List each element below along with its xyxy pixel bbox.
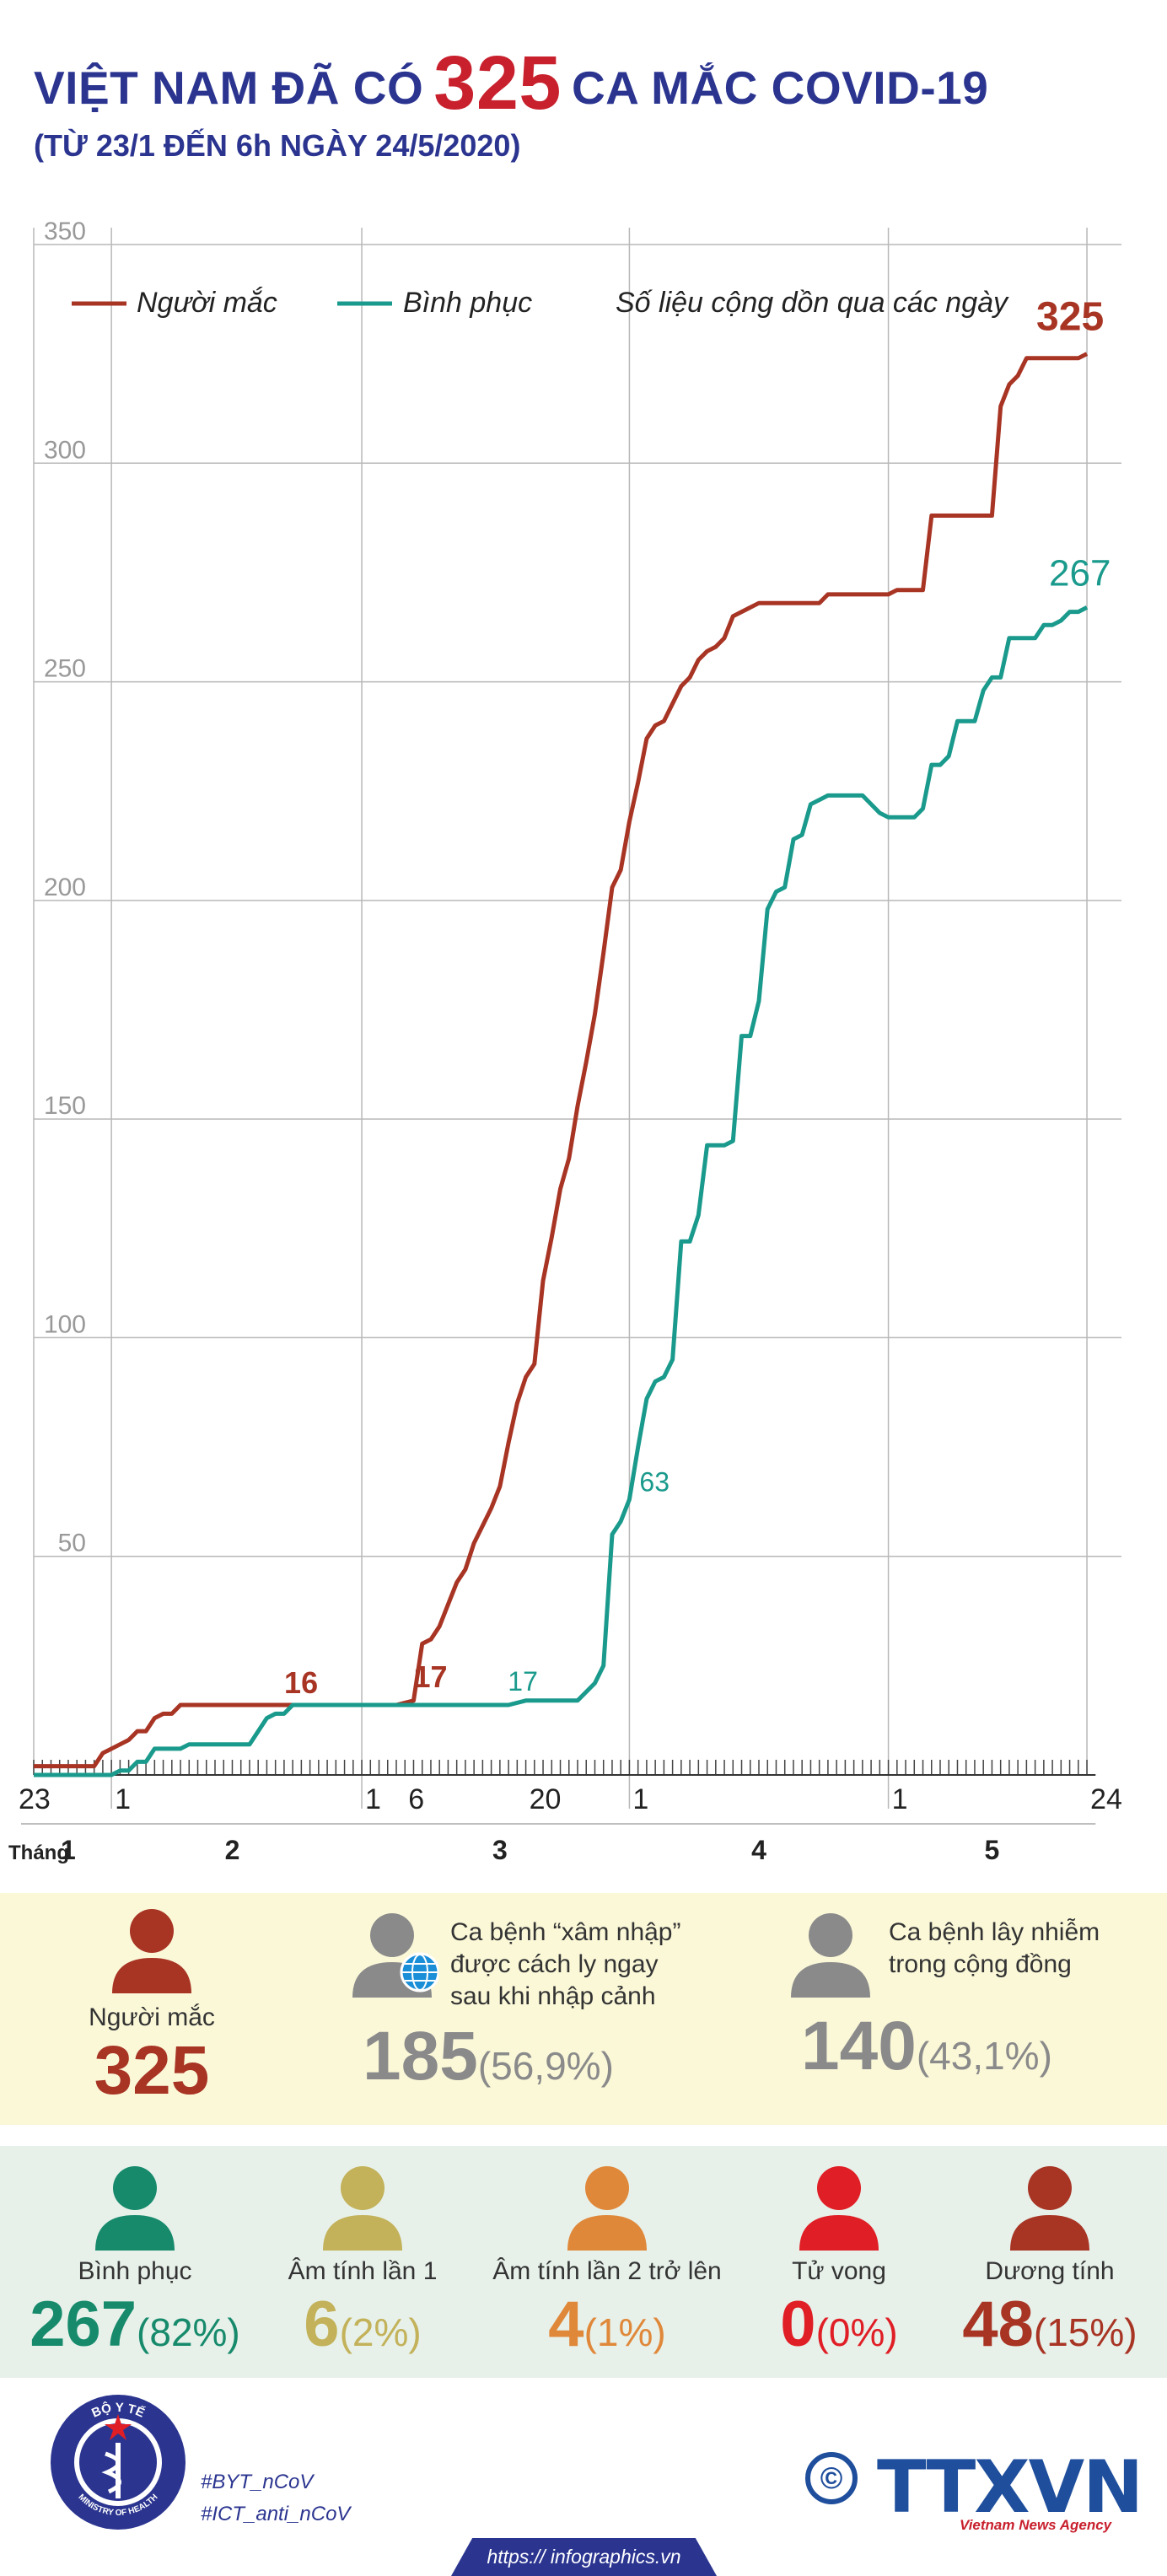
stat-percent: (43,1%) [916, 2034, 1052, 2078]
stat-value: 140(43,1%) [784, 2009, 1138, 2093]
person-icon [799, 2166, 879, 2251]
data-label: 63 [639, 1466, 670, 1497]
stat-value: 48(15%) [936, 2288, 1164, 2369]
x-tick-label: 1 [632, 1783, 648, 1815]
data-label: 17 [413, 1659, 447, 1694]
title-suffix: CA MẮC COVID-19 [571, 62, 989, 114]
person-icon [323, 2166, 402, 2251]
month-label: 5 [985, 1835, 1000, 1865]
x-tick-label: 6 [408, 1783, 424, 1815]
stat-value: 267(82%) [8, 2288, 261, 2369]
person-icon [791, 1913, 870, 1998]
legend-label-recovered: Bình phục [403, 287, 532, 319]
stat-number: 6 [304, 2288, 340, 2360]
stat-card: Âm tính lần 2 trở lên 4(1%) [472, 2163, 742, 2369]
stat-card: Ca bệnh lây nhiễm trong cộng đồng 140(43,… [784, 1910, 1138, 2093]
stat-number: 140 [801, 2008, 917, 2084]
page-subtitle: (TỪ 23/1 ĐẾN 6h NGÀY 24/5/2020) [34, 128, 521, 163]
stat-label: Âm tính lần 2 trở lên [492, 2257, 722, 2285]
series-line-infected [34, 352, 1089, 1769]
y-tick-label: 200 [44, 874, 86, 901]
x-tick-label: 1 [892, 1783, 908, 1815]
stat-label: Âm tính lần 1 [288, 2257, 438, 2285]
stat-number: 325 [94, 2032, 210, 2109]
stat-label: Ca bệnh “xâm nhập” được cách ly ngay sau… [450, 1918, 681, 2010]
x-tick-label: 1 [365, 1783, 381, 1815]
stat-percent: (15%) [1033, 2310, 1137, 2354]
person-icon [95, 2166, 175, 2251]
stat-label: Bình phục [78, 2257, 192, 2285]
stat-label: Dương tính [985, 2257, 1115, 2285]
stat-label: Tử vong [792, 2257, 886, 2285]
stat-card: Dương tính 48(15%) [936, 2163, 1164, 2369]
stat-number: 185 [363, 2018, 478, 2095]
series-line-recovered [34, 605, 1089, 1777]
ttxvn-logo: TTXVN [877, 2445, 1143, 2530]
legend-note: Số liệu cộng dồn qua các ngày [616, 287, 1009, 319]
y-tick-label: 250 [44, 655, 86, 683]
ministry-of-health-logo: BỘ Y TẾ MINISTRY OF HEALTH [51, 2395, 186, 2530]
x-tick-label: 20 [530, 1783, 562, 1815]
page-title: VIỆT NAM ĐÃ CÓ 325 CA MẮC COVID-19 [34, 40, 988, 127]
stat-value: 4(1%) [472, 2288, 742, 2369]
person-icon [567, 2166, 647, 2251]
stat-card: Tử vong 0(0%) [742, 2163, 936, 2369]
x-tick-label: 1 [115, 1783, 131, 1815]
stat-number: 48 [962, 2288, 1034, 2360]
hashtag-ict[interactable]: #ICT_anti_nCoV [201, 2503, 351, 2525]
ttxvn-subtitle: Vietnam News Agency [960, 2517, 1112, 2533]
website-link[interactable]: https:// infographics.vn [451, 2538, 717, 2576]
stat-label: Ca bệnh lây nhiễm trong cộng đồng [889, 1918, 1100, 1978]
month-axis-label: Tháng [8, 1842, 69, 1864]
copyright-icon: © [805, 2452, 858, 2504]
data-label: 325 [1036, 295, 1104, 340]
case-origin-panel: Người mắc 325 Ca bệnh “xâm nhập” được cách… [0, 1893, 1167, 2125]
legend-label-infected: Người mắc [137, 287, 277, 319]
stat-card: Âm tính lần 1 6(2%) [253, 2163, 472, 2369]
title-prefix: VIỆT NAM ĐÃ CÓ [34, 62, 424, 114]
y-tick-label: 100 [44, 1310, 86, 1338]
stat-card: Bình phục 267(82%) [8, 2163, 261, 2369]
month-label: 3 [492, 1835, 508, 1865]
globe-icon [400, 1952, 438, 1993]
stat-percent: (0%) [815, 2310, 898, 2354]
stat-percent: (56,9%) [477, 2044, 614, 2088]
data-label: 17 [508, 1666, 538, 1697]
title-number: 325 [433, 41, 562, 126]
data-label: 267 [1049, 552, 1111, 594]
stat-number: 0 [780, 2288, 816, 2360]
month-label: 4 [751, 1835, 766, 1865]
month-label: 2 [225, 1835, 240, 1865]
stat-card: Ca bệnh “xâm nhập” được cách ly ngay sau… [346, 1910, 725, 2103]
stat-percent: (1%) [584, 2310, 666, 2354]
stat-number: 267 [30, 2288, 137, 2360]
stat-label: Người mắc [89, 2003, 215, 2031]
stat-value: 0(0%) [742, 2288, 936, 2369]
x-tick-label: 23 [19, 1783, 51, 1815]
y-tick-label: 50 [58, 1530, 86, 1557]
stat-percent: (2%) [339, 2310, 422, 2354]
person-icon [112, 1909, 191, 1993]
person-icon [1010, 2166, 1089, 2251]
y-tick-label: 150 [44, 1092, 86, 1120]
stat-value: 6(2%) [253, 2288, 472, 2369]
y-tick-label: 350 [44, 218, 86, 245]
stat-card: Người mắc 325 [51, 1906, 253, 2117]
patient-status-panel: Bình phục 267(82%) Âm tính lần 1 6(2%) Âm tí… [0, 2146, 1167, 2378]
stat-value: 325 [51, 2034, 253, 2117]
stat-value: 185(56,9%) [346, 2019, 725, 2103]
stat-number: 4 [548, 2288, 584, 2360]
y-tick-label: 300 [44, 436, 86, 464]
stat-percent: (82%) [137, 2310, 240, 2354]
person-icon [352, 1913, 438, 1998]
x-tick-label: 24 [1090, 1783, 1122, 1815]
hashtag-byt[interactable]: #BYT_nCoV [201, 2471, 314, 2493]
data-label: 16 [284, 1665, 318, 1700]
month-label: 1 [61, 1835, 76, 1865]
